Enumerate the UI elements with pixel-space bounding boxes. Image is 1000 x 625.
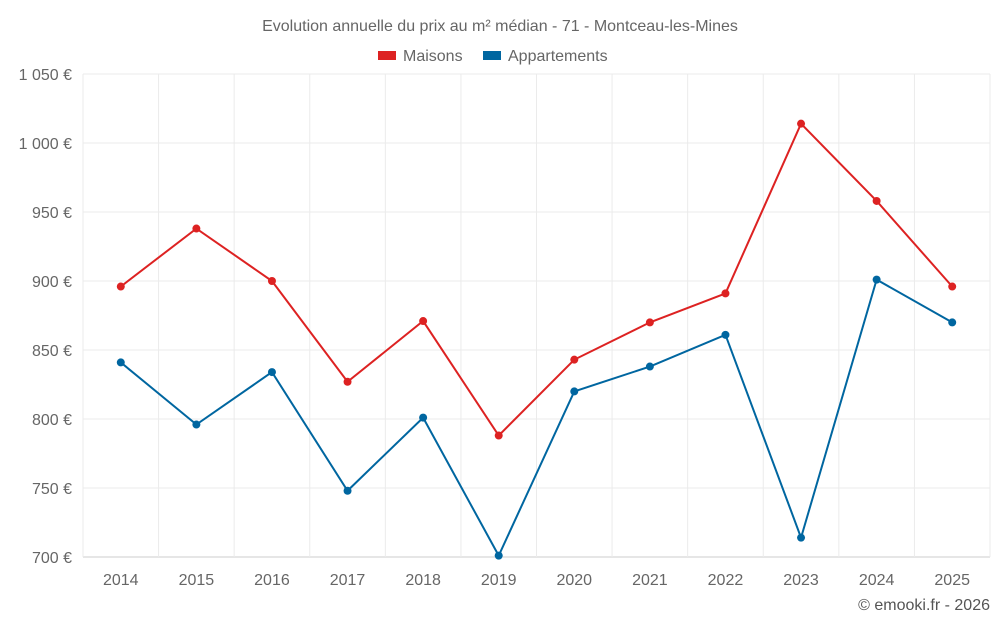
data-point[interactable]	[645, 318, 654, 327]
data-point[interactable]	[267, 368, 276, 377]
chart-title: Evolution annuelle du prix au m² médian …	[262, 18, 738, 35]
y-tick-label: 800 €	[32, 412, 72, 429]
data-point[interactable]	[116, 358, 125, 367]
y-tick-label: 700 €	[32, 550, 72, 567]
data-point[interactable]	[116, 282, 125, 291]
x-tick-label: 2024	[859, 572, 895, 589]
data-point[interactable]	[948, 318, 957, 327]
data-point[interactable]	[872, 275, 881, 284]
y-tick-label: 900 €	[32, 274, 72, 291]
data-point[interactable]	[343, 377, 352, 386]
x-tick-label: 2021	[632, 572, 668, 589]
data-point[interactable]	[570, 355, 579, 364]
legend: Maisons Appartements	[378, 48, 608, 65]
x-tick-label: 2014	[103, 572, 139, 589]
series-line	[120, 121, 953, 438]
data-point[interactable]	[721, 330, 730, 339]
legend-label[interactable]: Appartements	[508, 48, 608, 65]
series-line	[120, 278, 953, 558]
y-tick-label: 1 000 €	[19, 136, 72, 153]
data-point[interactable]	[192, 420, 201, 429]
data-point[interactable]	[494, 431, 503, 440]
y-tick-label: 750 €	[32, 481, 72, 498]
data-point[interactable]	[872, 196, 881, 205]
y-tick-label: 850 €	[32, 343, 72, 360]
data-point[interactable]	[797, 533, 806, 542]
y-tick-label: 1 050 €	[19, 67, 72, 84]
legend-swatch	[483, 51, 501, 60]
grid	[82, 73, 991, 558]
x-tick-label: 2016	[254, 572, 290, 589]
data-point[interactable]	[645, 362, 654, 371]
legend-label[interactable]: Maisons	[403, 48, 463, 65]
data-point[interactable]	[797, 119, 806, 128]
x-tick-label: 2017	[330, 572, 366, 589]
series-maisons	[116, 119, 957, 440]
axes: 700 € 750 € 800 € 850 € 900 € 950 € 1 000 € 1 0…	[19, 67, 970, 589]
legend-swatch	[378, 51, 396, 60]
y-tick-label: 950 €	[32, 205, 72, 222]
x-tick-label: 2020	[556, 572, 592, 589]
data-point[interactable]	[494, 551, 503, 560]
x-tick-label: 2023	[783, 572, 819, 589]
series-appartements	[116, 275, 957, 560]
x-tick-label: 2019	[481, 572, 517, 589]
data-point[interactable]	[343, 486, 352, 495]
credit: © emooki.fr - 2026	[858, 597, 990, 614]
data-point[interactable]	[721, 289, 730, 298]
data-point[interactable]	[419, 317, 428, 326]
series	[116, 119, 957, 560]
data-point[interactable]	[267, 277, 276, 285]
data-point[interactable]	[948, 282, 957, 291]
x-tick-label: 2022	[708, 572, 744, 589]
data-point[interactable]	[570, 387, 579, 396]
data-point[interactable]	[192, 224, 201, 233]
x-tick-label: 2015	[179, 572, 215, 589]
x-tick-label: 2018	[405, 572, 441, 589]
data-point[interactable]	[419, 413, 428, 422]
x-tick-label: 2025	[934, 572, 970, 589]
